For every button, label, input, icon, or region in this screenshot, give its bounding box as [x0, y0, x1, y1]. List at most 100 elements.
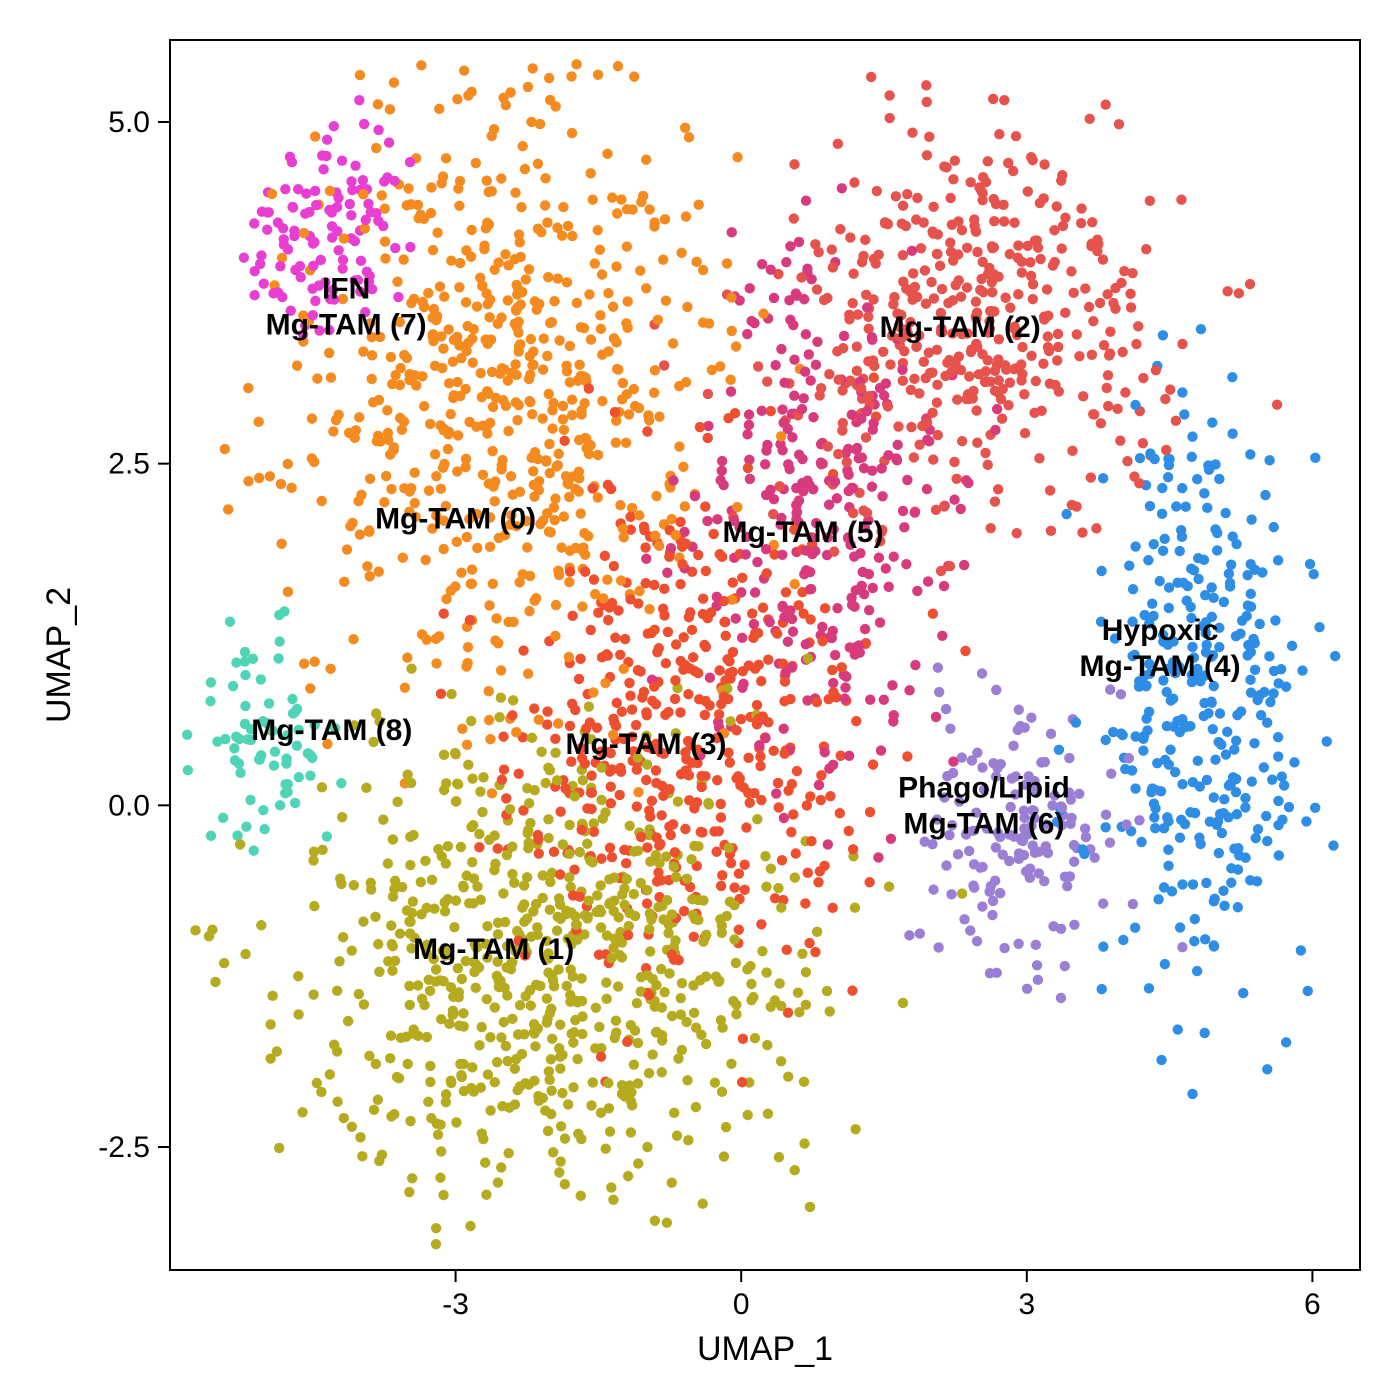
data-point	[823, 839, 833, 849]
data-point	[388, 941, 398, 951]
data-point	[670, 694, 680, 704]
data-point	[1164, 759, 1174, 769]
data-point	[435, 1173, 445, 1183]
data-point	[1227, 372, 1237, 382]
data-point	[1147, 598, 1157, 608]
data-point	[545, 904, 555, 914]
data-point	[297, 1107, 307, 1117]
data-point	[254, 754, 264, 764]
data-point	[312, 373, 322, 383]
data-point	[496, 1162, 506, 1172]
data-point	[1028, 294, 1038, 304]
data-point	[633, 665, 643, 675]
data-point	[493, 319, 503, 329]
data-point	[309, 846, 319, 856]
data-point	[993, 484, 1003, 494]
data-point	[240, 670, 250, 680]
data-point	[865, 807, 875, 817]
data-point	[1136, 837, 1146, 847]
data-point	[983, 156, 993, 166]
data-point	[659, 360, 669, 370]
data-point	[898, 201, 908, 211]
data-point	[1116, 278, 1126, 288]
data-point	[264, 698, 274, 708]
data-point	[981, 366, 991, 376]
data-point	[810, 239, 820, 249]
data-point	[317, 845, 327, 855]
data-point	[607, 192, 617, 202]
data-point	[1305, 559, 1315, 569]
data-point	[1016, 359, 1026, 369]
data-point	[456, 567, 466, 577]
data-point	[1273, 555, 1283, 565]
data-point	[1158, 546, 1168, 556]
data-point	[743, 788, 753, 798]
data-point	[1219, 794, 1229, 804]
data-point	[339, 233, 349, 243]
data-point	[937, 631, 947, 641]
data-point	[806, 836, 816, 846]
data-point	[971, 297, 981, 307]
data-point	[603, 346, 613, 356]
data-point	[989, 194, 999, 204]
data-point	[758, 603, 768, 613]
data-point	[701, 930, 711, 940]
data-point	[1088, 316, 1098, 326]
data-point	[776, 1056, 786, 1066]
data-point	[240, 701, 250, 711]
data-point	[1289, 757, 1299, 767]
data-point	[395, 380, 405, 390]
data-point	[592, 890, 602, 900]
data-point	[1247, 776, 1257, 786]
data-point	[796, 272, 806, 282]
data-point	[382, 172, 392, 182]
data-point	[1145, 501, 1155, 511]
data-point	[1157, 509, 1167, 519]
data-point	[567, 231, 577, 241]
data-point	[972, 438, 982, 448]
data-point	[243, 476, 253, 486]
data-point	[559, 425, 569, 435]
data-point	[785, 315, 795, 325]
data-point	[644, 1068, 654, 1078]
data-point	[1031, 940, 1041, 950]
data-point	[1019, 389, 1029, 399]
data-point	[621, 858, 631, 868]
data-point	[812, 337, 822, 347]
data-point	[745, 283, 755, 293]
data-point	[1104, 350, 1114, 360]
data-point	[455, 391, 465, 401]
data-point	[646, 628, 656, 638]
data-point	[542, 993, 552, 1003]
data-point	[867, 482, 877, 492]
data-point	[356, 256, 366, 266]
data-point	[1284, 802, 1294, 812]
data-point	[827, 903, 837, 913]
data-point	[399, 483, 409, 493]
data-point	[461, 661, 471, 671]
data-point	[276, 479, 286, 489]
data-point	[485, 1105, 495, 1115]
data-point	[758, 308, 768, 318]
data-point	[681, 377, 691, 387]
data-point	[995, 888, 1005, 898]
data-point	[1134, 478, 1144, 488]
data-point	[853, 309, 863, 319]
data-point	[700, 501, 710, 511]
data-point	[345, 521, 355, 531]
data-point	[616, 767, 626, 777]
data-point	[791, 500, 801, 510]
data-point	[649, 388, 659, 398]
data-point	[456, 842, 466, 852]
data-point	[552, 223, 562, 233]
data-point	[868, 583, 878, 593]
data-point	[719, 1151, 729, 1161]
x-tick-label: -3	[442, 1288, 469, 1321]
data-point	[544, 389, 554, 399]
data-point	[420, 856, 430, 866]
data-point	[1012, 528, 1022, 538]
data-point	[773, 778, 783, 788]
data-point	[1199, 1028, 1209, 1038]
data-point	[318, 164, 328, 174]
data-point	[441, 594, 451, 604]
